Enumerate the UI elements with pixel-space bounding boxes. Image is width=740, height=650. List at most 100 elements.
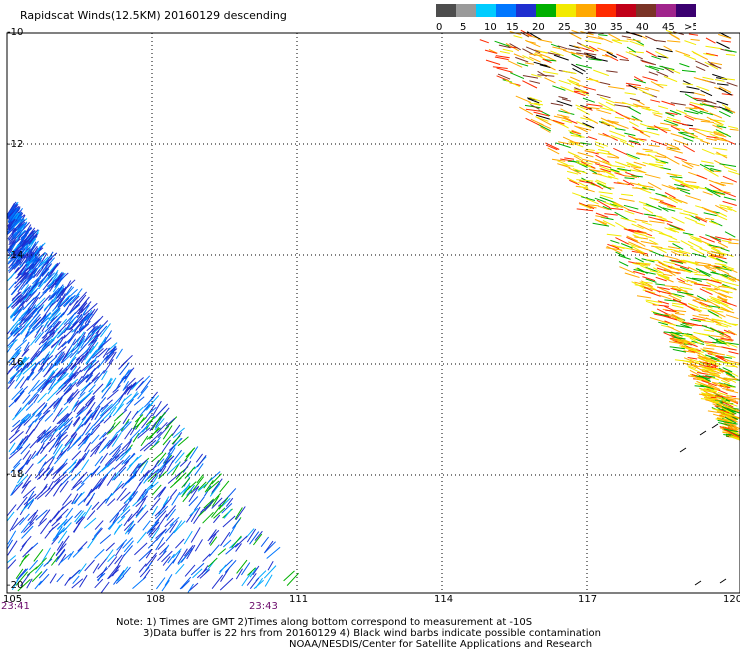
wind-barb: [69, 378, 79, 387]
wind-barb: [568, 80, 581, 87]
wind-barb: [113, 483, 125, 494]
wind-barb: [621, 101, 638, 108]
wind-barb: [615, 128, 626, 131]
wind-barb: [727, 125, 739, 129]
lon-label-105: 105: [3, 594, 23, 605]
wind-barb: [199, 569, 211, 579]
wind-barb: [658, 321, 669, 326]
wind-barb: [26, 578, 33, 589]
wind-barb: [55, 474, 68, 485]
wind-barb: [7, 260, 20, 272]
wind-barb: [41, 268, 50, 278]
wind-barb: [569, 44, 580, 49]
wind-barb: [77, 302, 88, 315]
wind-barb: [494, 56, 509, 61]
wind-barb: [576, 107, 590, 116]
wind-barb: [671, 177, 684, 183]
wind-barb: [684, 161, 700, 167]
wind-barb: [606, 245, 621, 254]
wind-barb: [722, 400, 738, 407]
wind-barb: [89, 355, 98, 369]
wind-barb: [58, 422, 72, 434]
wind-barb: [96, 464, 108, 476]
wind-barb: [710, 220, 723, 227]
wind-barb: [164, 574, 173, 586]
wind-barb: [620, 217, 637, 223]
wind-barb: [22, 362, 37, 375]
wind-barb: [21, 251, 33, 266]
wind-barb: [587, 136, 598, 141]
wind-barb: [650, 99, 661, 103]
lon-label-120: 120: [723, 594, 740, 605]
wind-barb: [111, 480, 123, 496]
wind-barb: [48, 287, 60, 299]
wind-barb: [679, 447, 687, 453]
wind-barb: [629, 40, 645, 47]
wind-barb: [14, 272, 27, 285]
wind-barb: [684, 93, 698, 102]
wind-barb: [150, 474, 159, 488]
wind-barb: [79, 382, 91, 396]
wind-barb: [652, 312, 670, 317]
wind-barb: [234, 507, 243, 520]
wind-barb: [8, 429, 20, 441]
wind-barb: [56, 434, 69, 447]
wind-barb: [499, 50, 510, 54]
wind-barb: [698, 375, 712, 382]
wind-barb: [648, 216, 665, 222]
wind-barb: [156, 421, 168, 434]
wind-barb: [717, 241, 729, 248]
wind-barb: [234, 535, 248, 548]
wind-barb: [597, 182, 612, 190]
wind-barb: [667, 325, 683, 334]
wind-barb: [661, 195, 672, 200]
wind-barb: [183, 530, 193, 545]
wind-barb: [694, 273, 708, 277]
wind-barb: [527, 98, 540, 104]
wind-barb: [70, 316, 83, 330]
wind-barb: [188, 496, 199, 507]
wind-barb: [61, 500, 73, 510]
wind-barb: [99, 323, 111, 338]
wind-barb: [9, 210, 18, 223]
wind-barb: [86, 318, 101, 332]
wind-barb: [640, 59, 657, 66]
wind-barb: [57, 322, 68, 334]
wind-barb: [10, 445, 21, 456]
wind-barb: [143, 439, 157, 452]
wind-barb: [538, 122, 552, 130]
wind-barb: [557, 160, 568, 166]
wind-barb: [705, 234, 722, 241]
wind-barb: [95, 340, 107, 353]
wind-barb: [685, 180, 697, 184]
wind-barb: [18, 434, 29, 446]
wind-barb: [52, 462, 65, 476]
wind-barb: [724, 416, 737, 424]
wind-barb: [108, 420, 121, 434]
wind-barb: [55, 273, 65, 286]
wind-barb: [18, 315, 33, 328]
wind-barb: [657, 55, 669, 59]
wind-barb: [52, 351, 63, 367]
wind-barb: [21, 284, 30, 295]
lon-label-114: 114: [434, 594, 454, 605]
wind-barb: [597, 47, 614, 55]
legend-label: 25: [558, 22, 571, 32]
wind-barb: [89, 409, 97, 418]
wind-barb: [718, 110, 731, 118]
wind-barb: [43, 426, 52, 435]
wind-barb: [680, 131, 695, 135]
wind-barb: [142, 520, 151, 531]
wind-barb: [283, 570, 295, 582]
wind-barb: [122, 380, 130, 392]
wind-barb: [12, 240, 24, 255]
wind-barb: [706, 365, 717, 368]
wind-barb: [154, 418, 165, 431]
wind-barb: [133, 396, 145, 406]
wind-barb: [679, 286, 693, 290]
wind-barb: [529, 53, 543, 57]
wind-barb: [88, 325, 99, 335]
wind-barb: [719, 274, 735, 283]
wind-barb: [679, 266, 693, 273]
